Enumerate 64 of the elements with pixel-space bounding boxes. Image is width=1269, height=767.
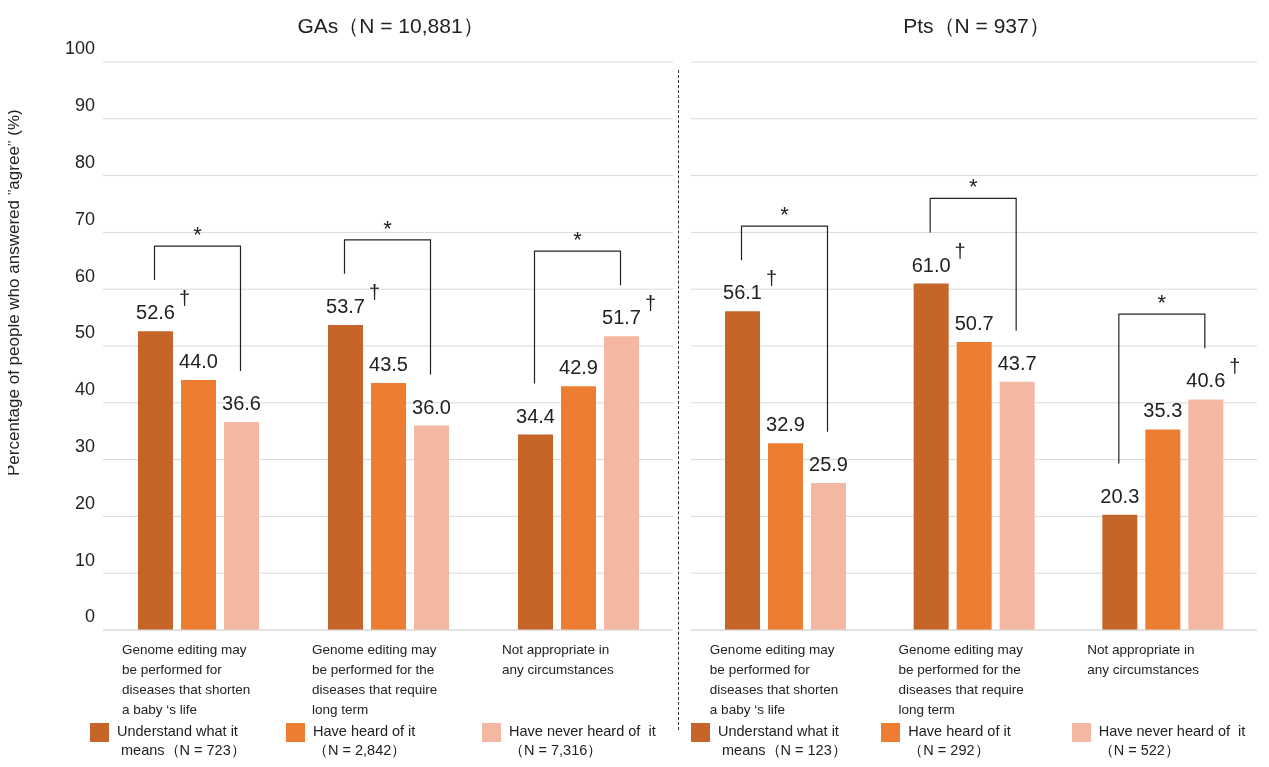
bar [1145,429,1181,630]
y-tick-label: 100 [64,38,95,59]
bar [1188,399,1224,630]
annotation: † [1229,355,1241,378]
data-label: 61.0 [911,253,951,276]
x-tick-label: Not appropriate in any circumstances [502,642,615,677]
annotation: * [383,215,393,241]
data-label: 51.7 [602,306,641,329]
bar [1102,514,1138,630]
x-tick-label: Genome editing may be performed for diseases that shorten a baby ‘s life [709,642,839,717]
data-label: 32.9 [766,413,805,436]
data-label: 40.6 [1186,369,1226,392]
y-tick-label: 20 [74,492,95,513]
legend-label: Have never heard of it （N = 7,316） [509,722,656,760]
y-tick-label: 90 [74,95,95,116]
y-tick-label: 10 [74,549,95,570]
data-label: 36.0 [412,395,451,418]
x-tick-label: Not appropriate in any circumstances [1087,642,1200,677]
annotation: † [765,267,778,290]
y-tick-label: 70 [74,208,95,229]
y-tick-label: 60 [74,265,95,286]
annotation: † [368,280,381,303]
annotation: * [573,227,583,253]
data-label: 36.6 [222,392,261,415]
legend-label: Have heard of it （N = 2,842） [313,722,416,760]
y-tick-label: 30 [74,435,95,456]
y-tick-label: 80 [74,151,95,172]
data-label: 20.3 [1100,484,1140,507]
legend-label: Have never heard of it （N = 522） [1098,722,1246,760]
chart-title: Pts（N = 937） [902,13,1051,39]
bar [768,443,803,630]
annotation: † [178,287,191,310]
x-tick-label: Genome editing may be performed for diseases that shorten a baby ‘s life [122,642,251,717]
legend-label: Have heard of it （N = 292） [908,722,1011,760]
x-tick-label: Genome editing may be performed for the diseases that require long term [898,642,1024,717]
annotation: * [1157,290,1167,316]
data-label: 53.7 [326,294,365,317]
data-label: 25.9 [809,452,848,475]
bar [725,311,760,630]
annotation: * [780,202,790,228]
y-tick-label: 0 [84,606,95,627]
data-label: 43.5 [369,352,408,375]
data-label: 42.9 [559,356,598,379]
bar [956,342,992,630]
annotation: * [968,174,978,200]
annotation: † [644,292,657,315]
data-label: 52.6 [136,301,175,324]
y-tick-label: 50 [74,322,95,343]
annotation: † [954,239,966,262]
data-label: 50.7 [954,312,994,335]
data-label: 56.1 [723,281,762,304]
data-label: 43.7 [997,351,1037,374]
bar [811,482,846,630]
x-tick-label: Genome editing may be performed for the diseases that require long term [312,642,438,717]
annotation: * [193,222,203,248]
data-label: 35.3 [1143,399,1183,422]
chart-title: GAs（N = 10,881） [296,13,485,39]
legend-label: Understand what it means（N = 123） [718,722,847,760]
data-label: 44.0 [179,350,218,373]
bar [999,381,1035,630]
y-tick-label: 40 [74,379,95,400]
legend-label: Understand what it means（N = 723） [117,722,246,760]
data-label: 34.4 [516,404,555,427]
bar [913,283,949,630]
